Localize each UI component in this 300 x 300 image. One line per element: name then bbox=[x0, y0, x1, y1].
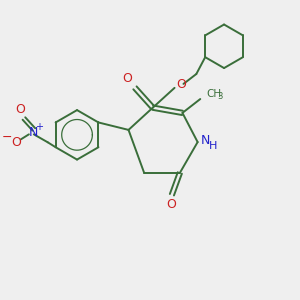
Text: +: + bbox=[35, 122, 43, 132]
Text: H: H bbox=[209, 141, 218, 151]
Text: −: − bbox=[2, 131, 12, 144]
Text: N: N bbox=[201, 134, 210, 147]
Text: O: O bbox=[166, 198, 176, 211]
Text: 3: 3 bbox=[217, 92, 223, 100]
Text: O: O bbox=[176, 78, 186, 92]
Text: CH: CH bbox=[206, 89, 221, 99]
Text: O: O bbox=[15, 103, 25, 116]
Text: O: O bbox=[11, 136, 21, 149]
Text: N: N bbox=[29, 126, 38, 139]
Text: O: O bbox=[122, 73, 132, 85]
